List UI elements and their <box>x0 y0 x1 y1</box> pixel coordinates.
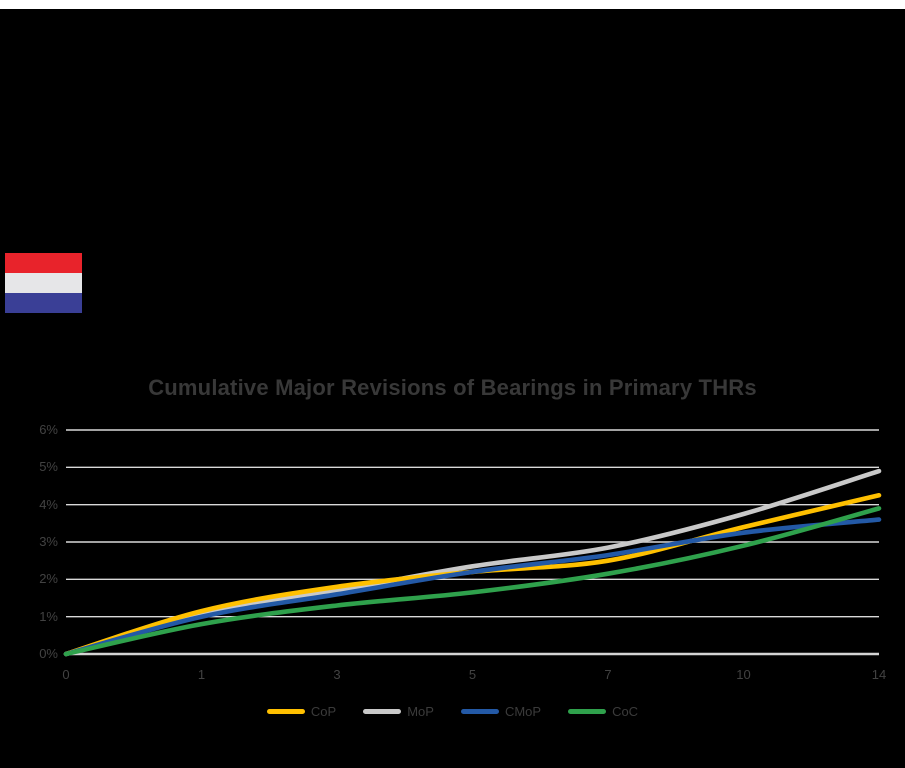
legend-swatch-coc <box>568 708 607 714</box>
y-tick-label-6pct: 6% <box>39 422 58 437</box>
series-line-coc <box>63 506 882 657</box>
flag-blue-band <box>5 293 82 313</box>
flag-red-band <box>5 253 82 273</box>
legend-item-mop: MoP <box>363 704 434 719</box>
legend-swatch-cop <box>266 708 305 714</box>
x-tick-label-0: 0 <box>62 667 70 682</box>
x-tick-label-1: 1 <box>197 667 206 682</box>
series-line-cop <box>63 493 882 657</box>
legend-label-mop: MoP <box>407 703 434 719</box>
top-white-strip <box>0 0 905 9</box>
x-tick-label-3: 3 <box>333 667 341 682</box>
legend-label-cop: CoP <box>310 703 337 719</box>
legend-label-coc: CoC <box>612 703 639 719</box>
chart-legend: CoP MoP CMoP CoC <box>0 701 905 721</box>
y-tick-label-2pct: 2% <box>39 571 58 587</box>
x-tick-label-5: 5 <box>468 667 477 682</box>
y-tick-label-4pct: 4% <box>39 496 58 512</box>
flag-white-band <box>5 273 82 293</box>
y-tick-label-5pct: 5% <box>39 459 58 475</box>
series-line-cmop <box>63 517 882 657</box>
netherlands-flag <box>5 253 82 313</box>
y-tick-label-0pct: 0% <box>39 646 58 661</box>
x-tick-label-14: 14 <box>871 667 887 682</box>
legend-item-cop: CoP <box>266 703 337 719</box>
legend-item-coc: CoC <box>568 704 638 719</box>
y-tick-label-3pct: 3% <box>39 534 58 549</box>
y-tick-label-1pct: 1% <box>39 608 58 624</box>
x-tick-label-10: 10 <box>736 667 751 682</box>
legend-swatch-cmop <box>460 708 499 714</box>
legend-label-cmop: CMoP <box>504 703 542 719</box>
legend-item-cmop: CMoP <box>460 703 542 719</box>
chart-title: Cumulative Major Revisions of Bearings i… <box>148 375 757 400</box>
x-tick-label-7: 7 <box>604 667 612 682</box>
legend-swatch-mop <box>363 708 402 714</box>
